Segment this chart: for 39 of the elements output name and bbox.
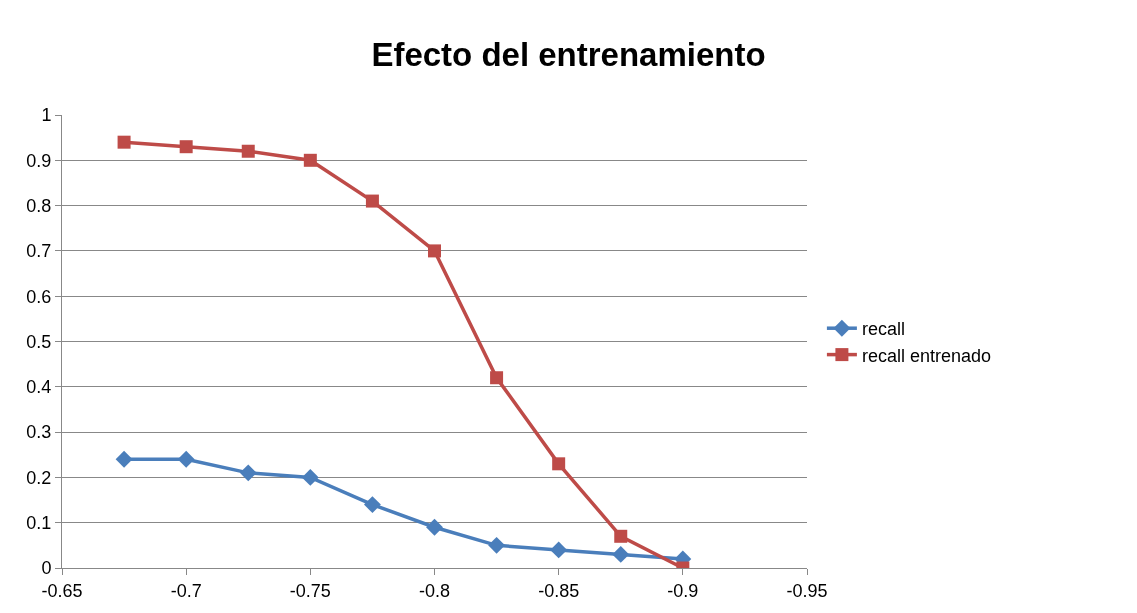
y-tick-label: 0.9 [26,150,52,171]
y-tick-label: 0 [41,558,52,579]
y-tick-label: 0.8 [26,195,52,216]
point [614,529,628,543]
y-tick-label: 0.5 [26,331,52,352]
chart-title: Efecto del entrenamiento [371,36,766,74]
point [363,496,381,514]
point [179,140,193,154]
y-tick-label: 1 [41,105,52,126]
x-tick-label: -0.7 [170,580,202,601]
point [426,518,443,536]
point [365,194,379,208]
legend-label: recall [861,319,905,340]
point [241,144,255,158]
point [117,135,131,149]
point [428,244,441,258]
x-tick-label: -0.65 [41,580,83,601]
point [239,464,257,482]
y-tick-label: 0.7 [26,241,52,262]
y-tick-label: 0.2 [26,467,52,488]
point [488,536,506,554]
x-tick-label: -0.9 [667,580,699,601]
point [612,545,630,563]
x-tick-label: -0.75 [289,580,331,601]
point [303,153,317,167]
point [301,468,319,486]
y-tick-label: 0.4 [26,377,52,398]
y-tick-label: 0.6 [26,286,52,307]
legend-label: recall entrenado [861,345,991,366]
y-tick-label: 0.1 [26,513,52,533]
point [552,457,566,471]
point [115,450,133,468]
x-tick-label: -0.95 [786,580,828,601]
y-tick-label: 0.3 [26,422,52,443]
x-tick-label: -0.85 [538,580,580,601]
x-tick-label: -0.8 [418,580,451,601]
point [550,541,568,559]
point [177,450,195,468]
point [490,371,504,385]
